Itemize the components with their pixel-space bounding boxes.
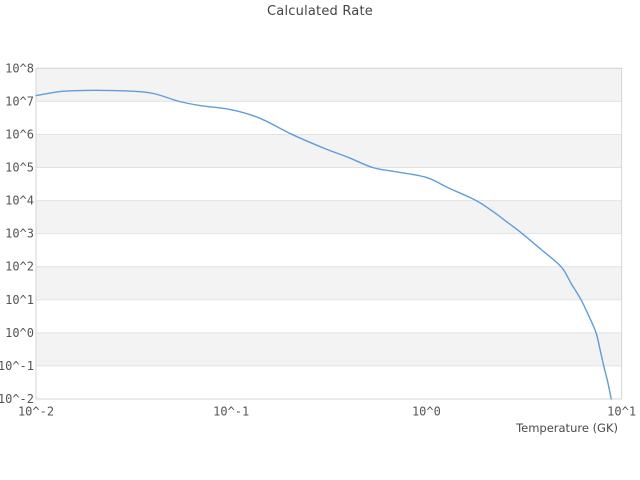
plot-border bbox=[35, 67, 623, 400]
grid-band bbox=[36, 266, 622, 300]
grid-band bbox=[36, 134, 622, 168]
x-tick-label: 10^-2 bbox=[18, 405, 54, 419]
y-tick-label: 10^4 bbox=[5, 194, 34, 208]
grid-band bbox=[36, 332, 622, 366]
y-tick-label: 10^-1 bbox=[0, 359, 34, 373]
grid-band bbox=[36, 68, 622, 102]
y-tick-label: 10^8 bbox=[5, 61, 34, 75]
x-axis-label: Temperature (GK) bbox=[516, 421, 618, 435]
y-tick-label: 10^2 bbox=[5, 260, 34, 274]
y-tick-label: 10^3 bbox=[5, 227, 34, 241]
x-tick-label: 10^0 bbox=[412, 405, 441, 419]
rate-curve bbox=[35, 89, 612, 400]
y-tick-label: 10^1 bbox=[5, 293, 34, 307]
y-tick-label: 10^0 bbox=[5, 326, 34, 340]
grid-band bbox=[36, 200, 622, 234]
chart-title: Calculated Rate bbox=[267, 4, 373, 19]
x-tick-label: 10^-1 bbox=[213, 405, 249, 419]
x-tick-label: 10^1 bbox=[607, 405, 636, 419]
y-tick-label: 10^-2 bbox=[0, 392, 34, 406]
y-tick-label: 10^6 bbox=[5, 127, 34, 141]
y-tick-label: 10^5 bbox=[5, 161, 34, 175]
y-tick-label: 10^7 bbox=[5, 94, 34, 108]
